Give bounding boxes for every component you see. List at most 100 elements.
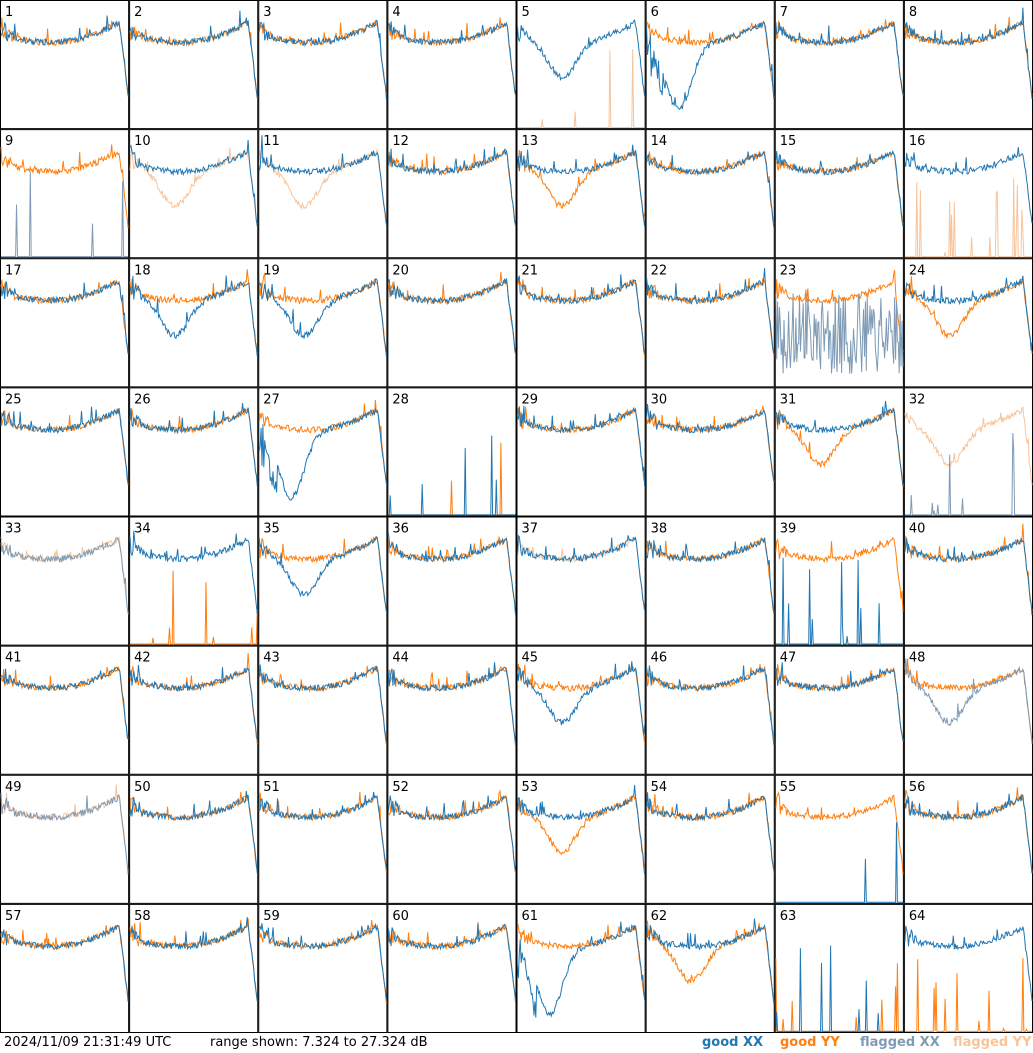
panel-frame [516,0,646,130]
panel-62: 62 [645,903,775,1033]
panel-frame [645,129,775,259]
panel-47: 47 [774,645,904,775]
panel-50: 50 [129,774,259,904]
panel-41: 41 [0,645,130,775]
panel-frame [387,0,517,130]
panel-frame [774,129,904,259]
panel-number: 54 [651,780,668,795]
panel-number: 40 [909,522,926,537]
panel-number: 29 [522,392,539,407]
series-yy-49 [0,784,129,872]
panel-32: 32 [903,387,1033,517]
panel-14: 14 [645,129,775,259]
series-xx-6 [646,20,775,110]
panel-4: 4 [387,0,517,130]
panel-number: 55 [780,780,797,795]
series-xx-29 [517,405,646,486]
panel-number: 13 [522,134,539,149]
series-xx-3 [258,19,387,100]
panel-39: 39 [774,516,904,646]
panel-number: 63 [780,909,797,924]
panel-number: 44 [392,651,409,666]
panel-number: 24 [909,263,926,278]
panel-number: 23 [780,263,797,278]
series-xx-58 [129,917,258,1002]
panel-number: 61 [522,909,539,924]
panel-number: 50 [134,780,151,795]
panel-frame [903,903,1033,1033]
panel-46: 46 [645,645,775,775]
series-xx-30 [646,403,775,482]
panel-frame [129,258,259,388]
panel-number: 52 [392,780,409,795]
panel-52: 52 [387,774,517,904]
panel-frame [516,645,646,775]
series-xx-21 [517,274,646,354]
panel-number: 60 [392,909,409,924]
series-xx-8 [904,7,1033,99]
panel-number: 37 [522,522,539,537]
series-xx-12 [387,146,516,225]
panel-frame [645,516,775,646]
series-yy-26 [129,407,258,484]
panel-number: 11 [263,134,280,149]
panel-33: 33 [0,516,130,646]
panel-number: 46 [651,651,668,666]
series-xx-48 [904,658,1033,744]
panel-6: 6 [645,0,775,130]
series-xx-37 [517,534,646,611]
panel-number: 39 [780,522,797,537]
panel-31: 31 [774,387,904,517]
panel-38: 38 [645,516,775,646]
panel-number: 12 [392,134,409,149]
panel-20: 20 [387,258,517,388]
series-xx-26 [129,403,258,487]
panel-number: 38 [651,522,668,537]
series-xx-18 [129,275,258,357]
panel-number: 22 [651,263,668,278]
series-xx-64 [904,925,1033,1002]
panel-frame [0,774,130,904]
panel-7: 7 [774,0,904,130]
panel-22: 22 [645,258,775,388]
series-xx-5 [517,19,646,97]
panel-21: 21 [516,258,646,388]
panel-frame [903,0,1033,130]
series-xx-7 [775,21,904,95]
legend-good-xx: good XX [702,1035,764,1050]
panel-number: 47 [780,651,797,666]
panel-11: 11 [258,129,388,259]
series-xx-57 [0,924,129,1002]
series-xx-19 [258,278,387,357]
footer-bar: 2024/11/09 21:31:49 UTC range shown: 7.3… [0,1033,1033,1053]
series-xx-60 [387,923,516,1003]
panel-number: 4 [392,5,400,20]
series-xx-24 [904,275,1033,351]
series-xx-47 [775,662,904,741]
panel-frame [129,903,259,1033]
panel-40: 40 [903,516,1033,646]
panel-16: 16 [903,129,1033,259]
series-xx-62 [646,918,775,1004]
panel-42: 42 [129,645,259,775]
panel-frame [774,774,904,904]
panel-frame [0,516,130,646]
panel-frame [774,516,904,646]
panel-9: 9 [0,129,130,259]
series-xx-28 [388,435,516,516]
panel-frame [645,0,775,130]
panel-number: 2 [134,5,142,20]
series-xx-20 [387,277,516,355]
panel-number: 57 [5,909,22,924]
panel-25: 25 [0,387,130,517]
series-yy-5 [517,49,645,128]
series-xx-42 [129,664,258,740]
panel-18: 18 [129,258,259,388]
series-yy-4 [387,17,516,96]
panel-frame [129,129,259,259]
panel-frame [774,387,904,517]
panel-24: 24 [903,258,1033,388]
panel-number: 53 [522,780,539,795]
series-xx-54 [646,792,775,870]
panel-number: 10 [134,134,151,149]
